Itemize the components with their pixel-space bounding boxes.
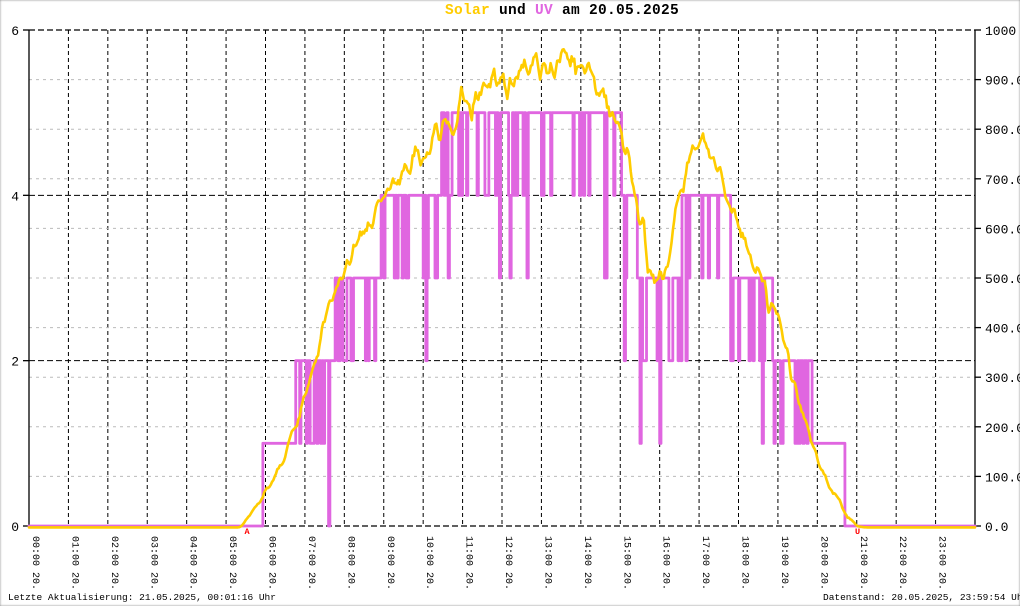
- svg-text:900.0: 900.0: [985, 74, 1020, 89]
- svg-text:04:00: 04:00: [187, 536, 198, 566]
- svg-text:14:00: 14:00: [581, 536, 592, 566]
- svg-text:20.: 20.: [384, 572, 395, 590]
- svg-text:02:00: 02:00: [108, 536, 119, 566]
- svg-text:20.: 20.: [936, 572, 947, 590]
- svg-text:20.: 20.: [423, 572, 434, 590]
- svg-text:20.: 20.: [817, 572, 828, 590]
- svg-text:20.: 20.: [660, 572, 671, 590]
- svg-text:16:00: 16:00: [660, 536, 671, 566]
- svg-text:20.: 20.: [68, 572, 79, 590]
- svg-text:18:00: 18:00: [739, 536, 750, 566]
- svg-text:600.0: 600.0: [985, 222, 1020, 237]
- svg-text:0.0: 0.0: [985, 520, 1008, 535]
- svg-text:1000: 1000: [985, 24, 1016, 39]
- svg-text:09:00: 09:00: [384, 536, 395, 566]
- svg-text:06:00: 06:00: [266, 536, 277, 566]
- svg-text:0: 0: [11, 520, 19, 535]
- svg-text:20.: 20.: [463, 572, 474, 590]
- svg-text:21:00: 21:00: [857, 536, 868, 566]
- svg-text:07:00: 07:00: [305, 536, 316, 566]
- svg-text:22:00: 22:00: [896, 536, 907, 566]
- svg-text:01:00: 01:00: [68, 536, 79, 566]
- svg-text:23:00: 23:00: [936, 536, 947, 566]
- svg-text:20.: 20.: [305, 572, 316, 590]
- svg-text:700.0: 700.0: [985, 173, 1020, 188]
- svg-text:20.: 20.: [147, 572, 158, 590]
- svg-text:12:00: 12:00: [502, 536, 513, 566]
- svg-text:20.: 20.: [778, 572, 789, 590]
- svg-text:20.: 20.: [226, 572, 237, 590]
- svg-text:08:00: 08:00: [344, 536, 355, 566]
- svg-text:20.: 20.: [896, 572, 907, 590]
- svg-text:800.0: 800.0: [985, 123, 1020, 138]
- svg-text:100.0: 100.0: [985, 470, 1020, 485]
- svg-text:20.: 20.: [699, 572, 710, 590]
- svg-text:03:00: 03:00: [147, 536, 158, 566]
- svg-text:20.: 20.: [108, 572, 119, 590]
- svg-text:300.0: 300.0: [985, 371, 1020, 386]
- svg-text:20.: 20.: [620, 572, 631, 590]
- svg-text:00:00: 00:00: [29, 536, 40, 566]
- svg-text:20.: 20.: [581, 572, 592, 590]
- svg-text:20.: 20.: [266, 572, 277, 590]
- svg-text:20.: 20.: [541, 572, 552, 590]
- svg-text:15:00: 15:00: [620, 536, 631, 566]
- svg-text:U: U: [855, 527, 860, 537]
- svg-text:19:00: 19:00: [778, 536, 789, 566]
- svg-text:20.: 20.: [187, 572, 198, 590]
- svg-text:500.0: 500.0: [985, 272, 1020, 287]
- svg-text:17:00: 17:00: [699, 536, 710, 566]
- svg-text:6: 6: [11, 24, 19, 39]
- svg-text:Letzte Aktualisierung: 21.05.2: Letzte Aktualisierung: 21.05.2025, 00:01…: [8, 592, 276, 603]
- svg-text:Datenstand: 20.05.2025, 23:59:: Datenstand: 20.05.2025, 23:59:54 Uhr: [823, 592, 1020, 603]
- svg-text:13:00: 13:00: [541, 536, 552, 566]
- svg-text:20.: 20.: [857, 572, 868, 590]
- svg-text:20.: 20.: [29, 572, 40, 590]
- svg-text:20:00: 20:00: [817, 536, 828, 566]
- svg-text:200.0: 200.0: [985, 421, 1020, 436]
- svg-text:A: A: [245, 527, 251, 537]
- svg-text:20.: 20.: [739, 572, 750, 590]
- svg-text:10:00: 10:00: [423, 536, 434, 566]
- svg-text:2: 2: [11, 355, 19, 370]
- svg-text:400.0: 400.0: [985, 322, 1020, 337]
- svg-text:20.: 20.: [344, 572, 355, 590]
- svg-text:4: 4: [11, 189, 19, 204]
- svg-text:20.: 20.: [502, 572, 513, 590]
- svg-text:11:00: 11:00: [463, 536, 474, 566]
- svg-text:05:00: 05:00: [226, 536, 237, 566]
